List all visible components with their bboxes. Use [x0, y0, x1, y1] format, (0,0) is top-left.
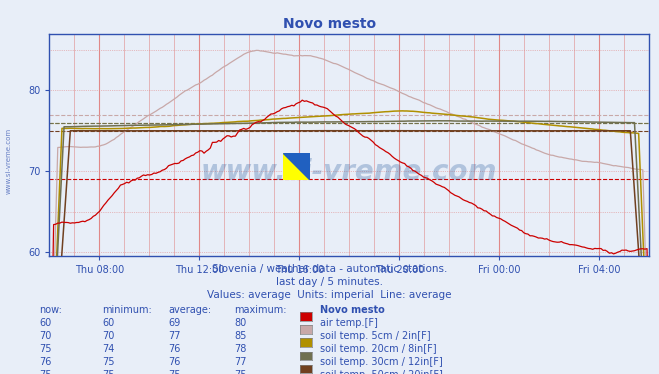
Polygon shape: [283, 153, 310, 180]
Text: last day / 5 minutes.: last day / 5 minutes.: [276, 277, 383, 287]
Text: 75: 75: [168, 370, 181, 374]
Text: average:: average:: [168, 305, 211, 315]
Text: 75: 75: [40, 370, 52, 374]
Text: soil temp. 5cm / 2in[F]: soil temp. 5cm / 2in[F]: [320, 331, 430, 341]
Text: 70: 70: [40, 331, 52, 341]
Text: 85: 85: [234, 331, 246, 341]
Text: 70: 70: [102, 331, 115, 341]
Text: www.si-vreme.com: www.si-vreme.com: [5, 128, 11, 194]
Text: 75: 75: [102, 357, 115, 367]
Text: now:: now:: [40, 305, 63, 315]
Text: 75: 75: [40, 344, 52, 354]
Text: 78: 78: [234, 344, 246, 354]
Text: soil temp. 20cm / 8in[F]: soil temp. 20cm / 8in[F]: [320, 344, 436, 354]
Text: 74: 74: [102, 344, 115, 354]
Text: minimum:: minimum:: [102, 305, 152, 315]
Text: Novo mesto: Novo mesto: [320, 305, 384, 315]
Text: maximum:: maximum:: [234, 305, 287, 315]
Text: www.si-vreme.com: www.si-vreme.com: [201, 157, 498, 186]
Text: Values: average  Units: imperial  Line: average: Values: average Units: imperial Line: av…: [207, 290, 452, 300]
Text: 80: 80: [234, 318, 246, 328]
Text: 69: 69: [168, 318, 181, 328]
Text: 77: 77: [234, 357, 246, 367]
Text: soil temp. 30cm / 12in[F]: soil temp. 30cm / 12in[F]: [320, 357, 442, 367]
Text: 75: 75: [102, 370, 115, 374]
Text: 76: 76: [168, 357, 181, 367]
Text: 60: 60: [40, 318, 52, 328]
Polygon shape: [283, 153, 310, 180]
Text: 76: 76: [40, 357, 52, 367]
Text: Slovenia / weather data - automatic stations.: Slovenia / weather data - automatic stat…: [212, 264, 447, 274]
Text: 77: 77: [168, 331, 181, 341]
Text: 76: 76: [168, 344, 181, 354]
Text: 60: 60: [102, 318, 115, 328]
Text: air temp.[F]: air temp.[F]: [320, 318, 378, 328]
Text: 75: 75: [234, 370, 246, 374]
Polygon shape: [283, 153, 310, 180]
Text: soil temp. 50cm / 20in[F]: soil temp. 50cm / 20in[F]: [320, 370, 442, 374]
Text: Novo mesto: Novo mesto: [283, 17, 376, 31]
